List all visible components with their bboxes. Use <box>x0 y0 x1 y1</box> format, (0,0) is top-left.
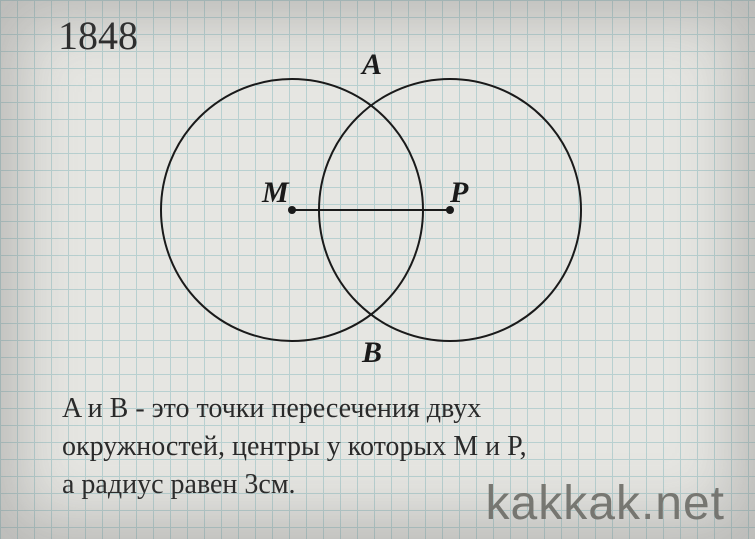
description-line-1: A и B - это точки пересечения двух <box>62 390 682 428</box>
center-dot-m <box>288 206 296 214</box>
label-a: A <box>362 48 382 82</box>
label-m: M <box>262 176 289 210</box>
watermark: kakkak.net <box>486 476 725 531</box>
segment-mp <box>292 209 450 211</box>
circles-diagram: A B M P <box>120 50 620 370</box>
label-b: B <box>362 336 382 370</box>
description-line-2: окружностей, центры у которых M и P, <box>62 428 682 466</box>
label-p: P <box>450 176 468 210</box>
